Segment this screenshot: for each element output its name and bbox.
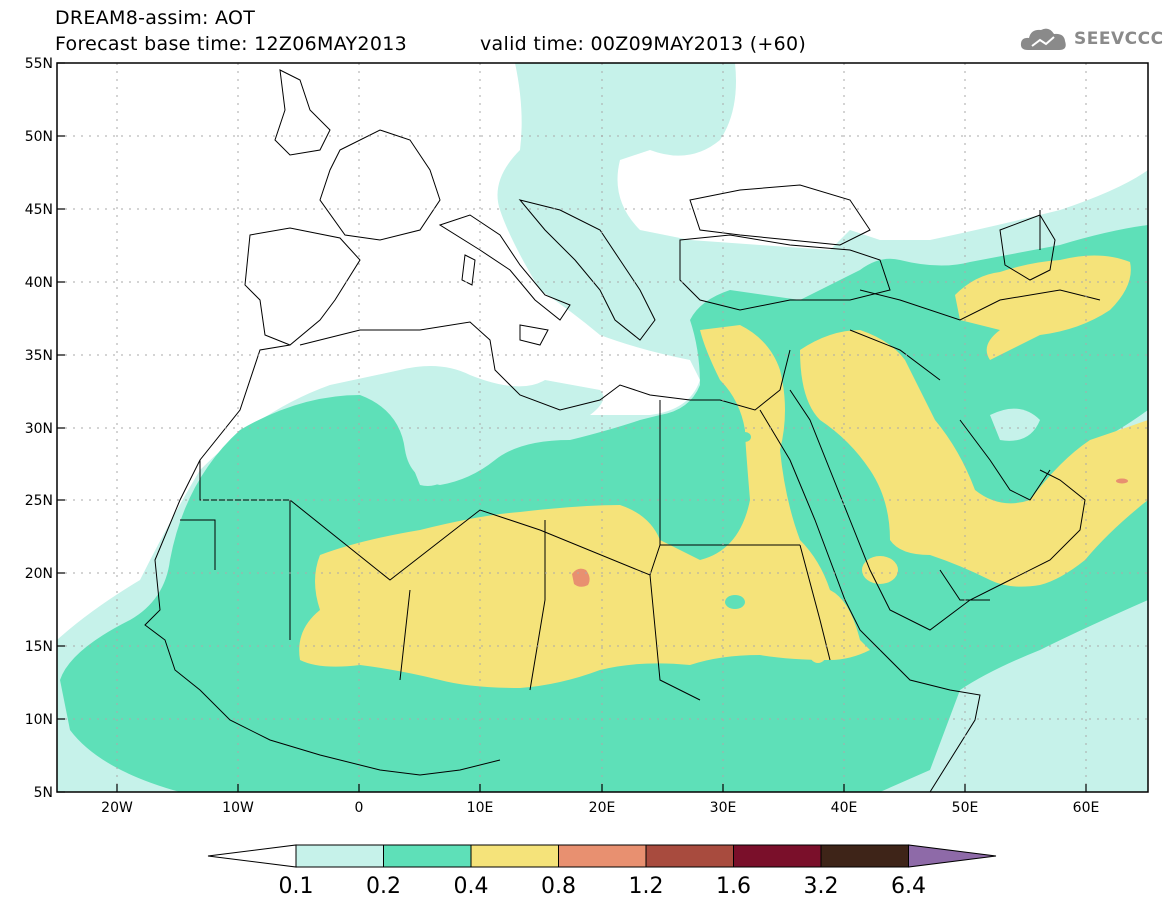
forecast-base-time: Forecast base time: 12Z06MAY2013 — [55, 33, 407, 55]
colorbar-label: 1.6 — [716, 874, 751, 899]
lat-label: 5N — [34, 785, 53, 801]
lat-label: 40N — [25, 275, 53, 291]
tick-marks — [57, 62, 1087, 793]
lon-label: 10W — [222, 800, 254, 816]
map-title: DREAM8-assim: AOT — [55, 7, 256, 29]
colorbar-bin — [558, 844, 647, 868]
lon-label: 20W — [101, 800, 133, 816]
lon-label: 0 — [355, 800, 364, 816]
lat-label: 30N — [25, 421, 53, 437]
latitude-labels: 55N 50N 45N 40N 35N 30N 25N 20N 15N 10N … — [25, 56, 53, 801]
lat-label: 35N — [25, 348, 53, 364]
colorbar-label: 1.2 — [629, 874, 664, 899]
lon-label: 10E — [467, 800, 494, 816]
lat-label: 20N — [25, 566, 53, 582]
colorbar-labels: 0.1 0.2 0.4 0.8 1.2 1.6 3.2 6.4 — [279, 874, 927, 899]
lat-label: 55N — [25, 56, 53, 72]
aot-band-0.4-iran — [955, 255, 1131, 360]
colorbar-bin — [733, 844, 822, 868]
seevccc-logo: SEEVCCC — [1018, 24, 1164, 54]
valid-time: valid time: 00Z09MAY2013 (+60) — [480, 33, 807, 55]
lat-label: 15N — [25, 639, 53, 655]
logo-text: SEEVCCC — [1074, 29, 1164, 49]
colorbar-label: 0.1 — [279, 874, 314, 899]
colorbar-bin — [383, 844, 472, 868]
lon-label: 40E — [831, 800, 858, 816]
colorbar-label: 0.2 — [366, 874, 401, 899]
colorbar-label: 0.4 — [454, 874, 489, 899]
lon-label: 20E — [589, 800, 616, 816]
lat-label: 10N — [25, 712, 53, 728]
longitude-labels: 20W 10W 0 10E 20E 30E 40E 50E 60E — [101, 800, 1099, 816]
lat-label: 25N — [25, 493, 53, 509]
colorbar-bin — [295, 844, 384, 868]
cloud-icon — [1020, 28, 1066, 50]
aot-band-0.8 — [572, 568, 590, 587]
colorbar-bin — [470, 844, 559, 868]
colorbar-label: 6.4 — [891, 874, 926, 899]
colorbar-bin — [820, 844, 909, 868]
colorbar-bin — [645, 844, 734, 868]
colorbar-label: 0.8 — [541, 874, 576, 899]
colorbar — [207, 844, 997, 868]
lon-label: 60E — [1073, 800, 1100, 816]
graticule — [57, 63, 1148, 792]
aot-band-0.4-arabia — [800, 330, 1148, 587]
lat-label: 45N — [25, 202, 53, 218]
coastlines — [144, 69, 1101, 792]
colorbar-below-arrow — [207, 844, 297, 868]
lat-label: 50N — [25, 129, 53, 145]
colorbar-label: 3.2 — [804, 874, 839, 899]
aot-band-0.4-sahara — [299, 325, 871, 688]
lon-label: 30E — [710, 800, 737, 816]
colorbar-above-arrow — [908, 844, 997, 868]
lon-label: 50E — [952, 800, 979, 816]
